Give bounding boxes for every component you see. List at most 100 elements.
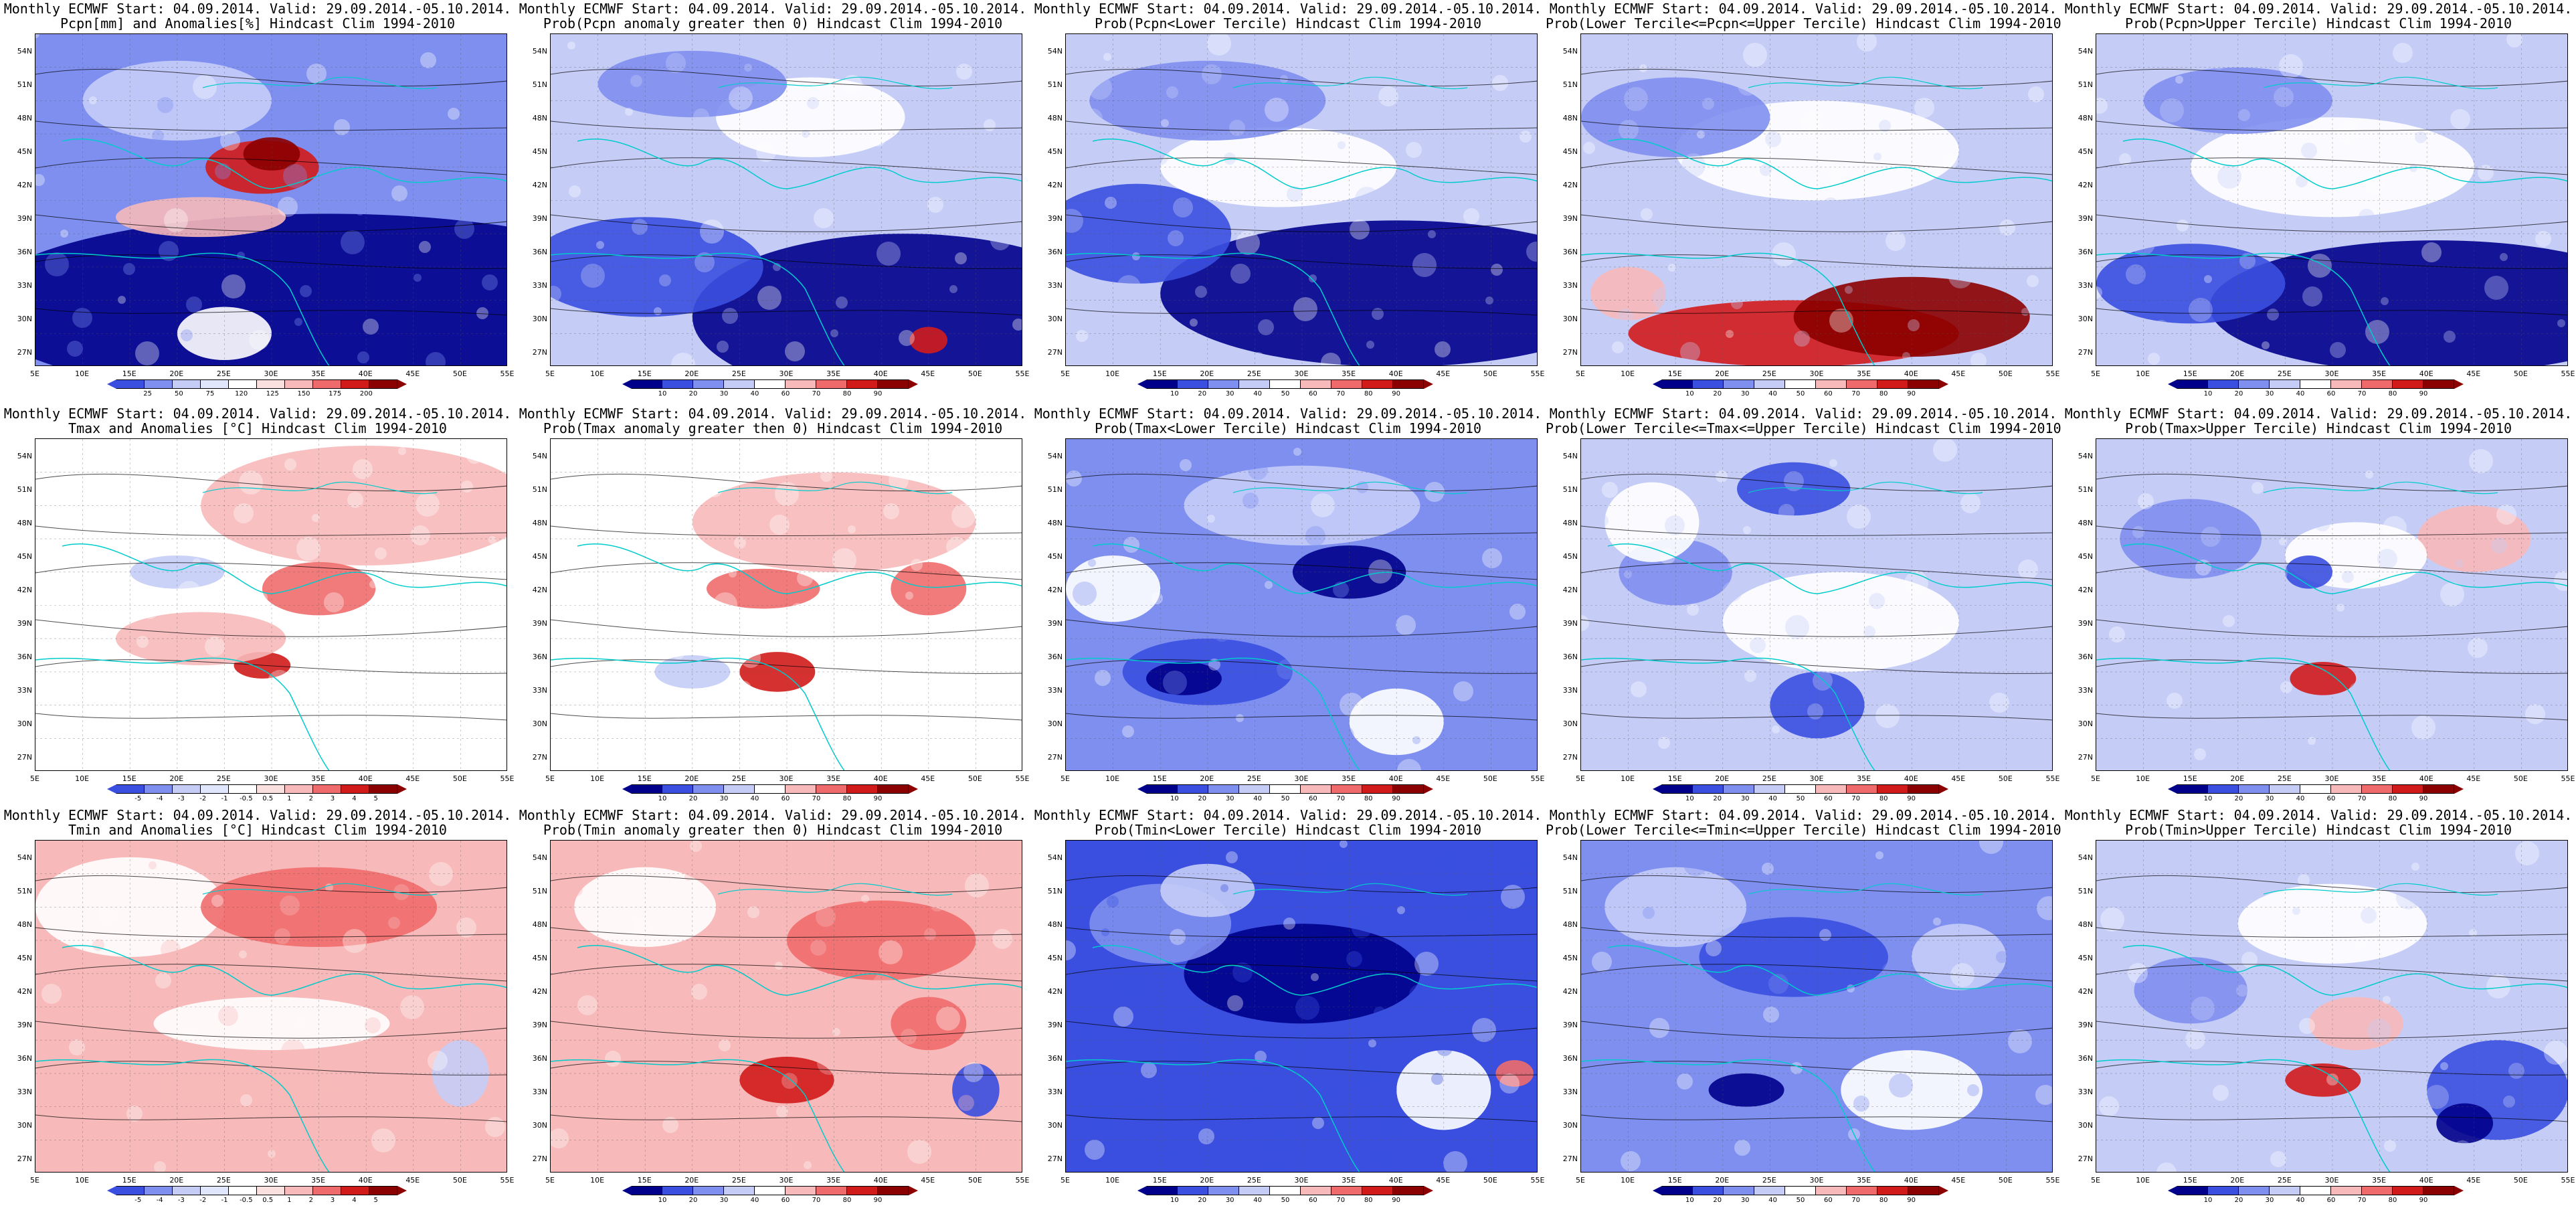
field-speckle	[893, 34, 905, 42]
latitude-label: 27N	[1562, 348, 1578, 357]
colorbar-tick-label: 20	[2234, 795, 2243, 802]
field-speckle	[1066, 209, 1083, 233]
colorbar-segment	[847, 784, 878, 794]
latitude-label: 45N	[17, 954, 32, 962]
colorbar	[1137, 1186, 1433, 1195]
colorbar-arrow-left	[1137, 1186, 1147, 1195]
latitude-label: 33N	[17, 281, 32, 290]
field-speckle	[712, 448, 732, 468]
longitude-label: 45E	[921, 369, 935, 378]
field-speckle	[1828, 165, 1848, 185]
border-line	[717, 76, 953, 90]
field-speckle	[1207, 515, 1215, 523]
colorbar	[1653, 1186, 1948, 1195]
longitude-label: 55E	[2045, 369, 2060, 378]
colorbar-tick-label: 20	[688, 1197, 698, 1204]
colorbar-segment	[632, 379, 662, 389]
colorbar-segment	[229, 1186, 257, 1195]
latitude-label: 45N	[2078, 552, 2093, 561]
longitude-label: 5E	[545, 1176, 555, 1185]
panel-title-line2: Prob(Tmax<Lower Tercile) Hindcast Clim 1…	[1095, 420, 1481, 436]
longitude-label: 20E	[684, 774, 699, 783]
colorbar-tick-label: 70	[1851, 390, 1861, 398]
longitude-label: 30E	[779, 1176, 794, 1185]
contour-line	[35, 120, 507, 131]
colorbar-segment	[1847, 1186, 1877, 1195]
latitude-label: 30N	[1047, 315, 1063, 323]
latitude-label: 36N	[2078, 248, 2093, 256]
field-speckle	[2144, 1084, 2152, 1092]
coastline	[1066, 252, 1360, 365]
colorbar-segment	[1816, 1186, 1847, 1195]
field-speckle	[1390, 648, 1406, 664]
latitude-label: 27N	[17, 1154, 32, 1163]
contour-line	[2096, 713, 2567, 721]
field-speckle	[671, 353, 695, 365]
latitude-label: 27N	[532, 753, 547, 762]
field-speckle	[482, 274, 498, 290]
field-speckle	[1763, 1007, 1779, 1023]
field-speckle	[1195, 286, 1207, 298]
colorbar-tick-label: -2	[199, 1197, 207, 1204]
colorbar-segment	[116, 784, 145, 794]
field-speckle	[1312, 1117, 1324, 1129]
field-speckle	[958, 1095, 974, 1111]
field-speckle	[996, 681, 1004, 689]
field-speckle	[420, 52, 436, 68]
colorbar-segment	[1147, 784, 1178, 794]
latitude-label: 36N	[2078, 653, 2093, 661]
field-speckle	[1765, 131, 1781, 147]
latitude-label: 30N	[1562, 1121, 1578, 1130]
latitude-label: 48N	[2078, 519, 2093, 527]
field-speckle	[2182, 187, 2198, 203]
map-area	[1580, 438, 2053, 771]
field-speckle	[101, 175, 121, 195]
field-speckle	[189, 1139, 209, 1159]
field-speckle	[1317, 1084, 1333, 1100]
field-speckle	[296, 1017, 304, 1025]
field-speckle	[640, 1029, 664, 1053]
field-speckle	[1932, 626, 1952, 646]
field-speckle	[2005, 187, 2025, 207]
field-speckle	[2104, 659, 2116, 671]
field-speckle	[2286, 649, 2302, 665]
field-speckle	[608, 319, 628, 339]
field-speckle	[249, 330, 269, 350]
field-speckle	[2438, 34, 2446, 39]
panel-title-line1: Monthly ECMWF Start: 04.09.2014. Valid: …	[519, 406, 1027, 422]
field-speckle	[804, 681, 828, 705]
panel-title-line2: Prob(Lower Tercile<=Pcpn<=Upper Tercile)…	[1546, 15, 2061, 31]
longitude-label: 30E	[2324, 774, 2339, 783]
coastline	[1066, 1059, 1360, 1172]
coastline	[1607, 543, 2052, 594]
panel-title-line2: Prob(Pcpn<Lower Tercile) Hindcast Clim 1…	[1095, 15, 1481, 31]
longitude-label: 35E	[2372, 774, 2387, 783]
longitude-label: 5E	[1576, 1176, 1585, 1185]
field-speckle	[581, 264, 605, 288]
field-speckle	[98, 906, 114, 922]
field-speckle	[1066, 940, 1076, 960]
field-speckle	[1123, 537, 1139, 553]
panel-title-line1: Monthly ECMWF Start: 04.09.2014. Valid: …	[1549, 807, 2057, 823]
colorbar-segment	[1239, 379, 1270, 389]
longitude-label: 35E	[2372, 369, 2387, 378]
field-speckle	[551, 97, 567, 117]
field-speckle	[1414, 952, 1439, 976]
field-speckle	[2528, 120, 2537, 128]
field-speckle	[2236, 984, 2248, 997]
field-speckle	[1447, 570, 1459, 582]
longitude-label: 25E	[2277, 369, 2292, 378]
colorbar-segment	[1270, 784, 1301, 794]
contour-line	[2096, 525, 2567, 536]
colorbar	[2168, 1186, 2464, 1195]
colorbar-tick-label: 20	[1713, 795, 1722, 802]
longitude-label: 20E	[169, 369, 184, 378]
field-speckle	[695, 252, 715, 272]
field-region	[2134, 956, 2247, 1024]
field-speckle	[1655, 985, 1679, 1009]
field-region	[116, 197, 286, 238]
colorbar	[107, 379, 407, 389]
field-speckle	[2469, 929, 2477, 937]
field-speckle	[2503, 1096, 2515, 1108]
field-speckle	[717, 341, 729, 353]
